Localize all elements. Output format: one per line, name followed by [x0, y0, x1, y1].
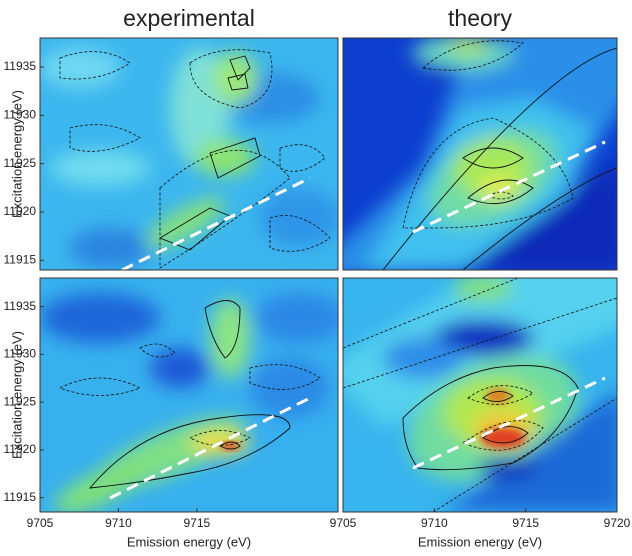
- x-tick-label: 9705: [27, 516, 54, 530]
- x-tick-label: 9715: [512, 516, 539, 530]
- panel-frame: [342, 37, 618, 271]
- y-tick-label: 11935: [4, 299, 37, 313]
- x-tick-label: 9715: [183, 516, 210, 530]
- y-tick-label: 11925: [4, 394, 37, 408]
- y-tick-label: 11925: [4, 156, 37, 170]
- y-tick-label: 11915: [4, 490, 37, 504]
- y-tick-label: 11915: [4, 253, 37, 267]
- x-axis-label: Emission energy (eV): [418, 534, 542, 549]
- y-axis-label: Excitation energy (eV): [9, 90, 24, 218]
- x-axis-label: Emission energy (eV): [127, 534, 251, 549]
- y-tick-label: 11920: [4, 204, 37, 218]
- panel-frame: [39, 37, 339, 271]
- y-tick-label: 11930: [4, 347, 37, 361]
- heatmap: [40, 38, 338, 270]
- x-tick-label: 9720: [604, 516, 631, 530]
- x-tick-label: 9710: [421, 516, 448, 530]
- y-tick-label: 11935: [4, 59, 37, 73]
- x-tick-label: 9705: [330, 516, 357, 530]
- heatmap: [343, 38, 617, 270]
- y-tick-label: 11920: [4, 442, 37, 456]
- y-tick-label: 11930: [4, 108, 37, 122]
- panel-frame: [342, 277, 618, 513]
- panel-frame: [39, 277, 339, 513]
- panel-title: experimental: [123, 5, 255, 31]
- x-tick-label: 9710: [105, 516, 132, 530]
- y-axis-label: Excitation energy (eV): [9, 331, 24, 459]
- heatmap: [343, 278, 617, 512]
- heatmap: [40, 278, 338, 512]
- panel-title: theory: [448, 5, 512, 31]
